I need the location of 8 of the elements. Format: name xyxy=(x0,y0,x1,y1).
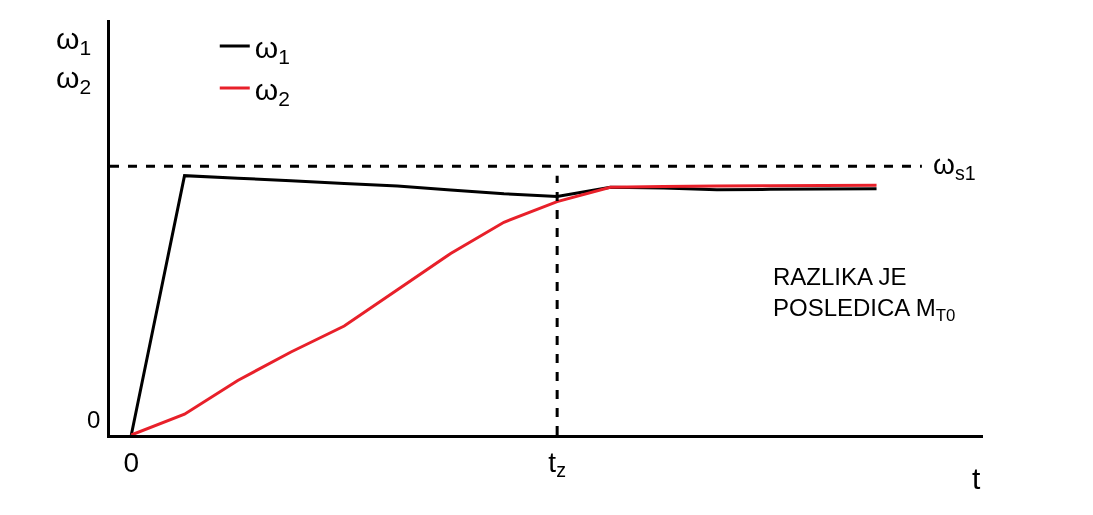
text: 0 xyxy=(87,406,101,433)
legend-label: ω$_{1}$ xyxy=(254,30,290,68)
ref-line-label: ω$_{s1}$ xyxy=(933,149,976,184)
y-axis-title: ω$_{1}$ ω$_{2}$ xyxy=(56,22,92,99)
legend-label: ω$_{2}$ xyxy=(254,72,290,110)
x-tick-label: t$_{z}$ xyxy=(548,446,566,482)
annotation: RAZLIKA JE POSLEDICA M$_{T0}$ xyxy=(773,263,956,326)
x-axis-title: t xyxy=(972,462,981,495)
